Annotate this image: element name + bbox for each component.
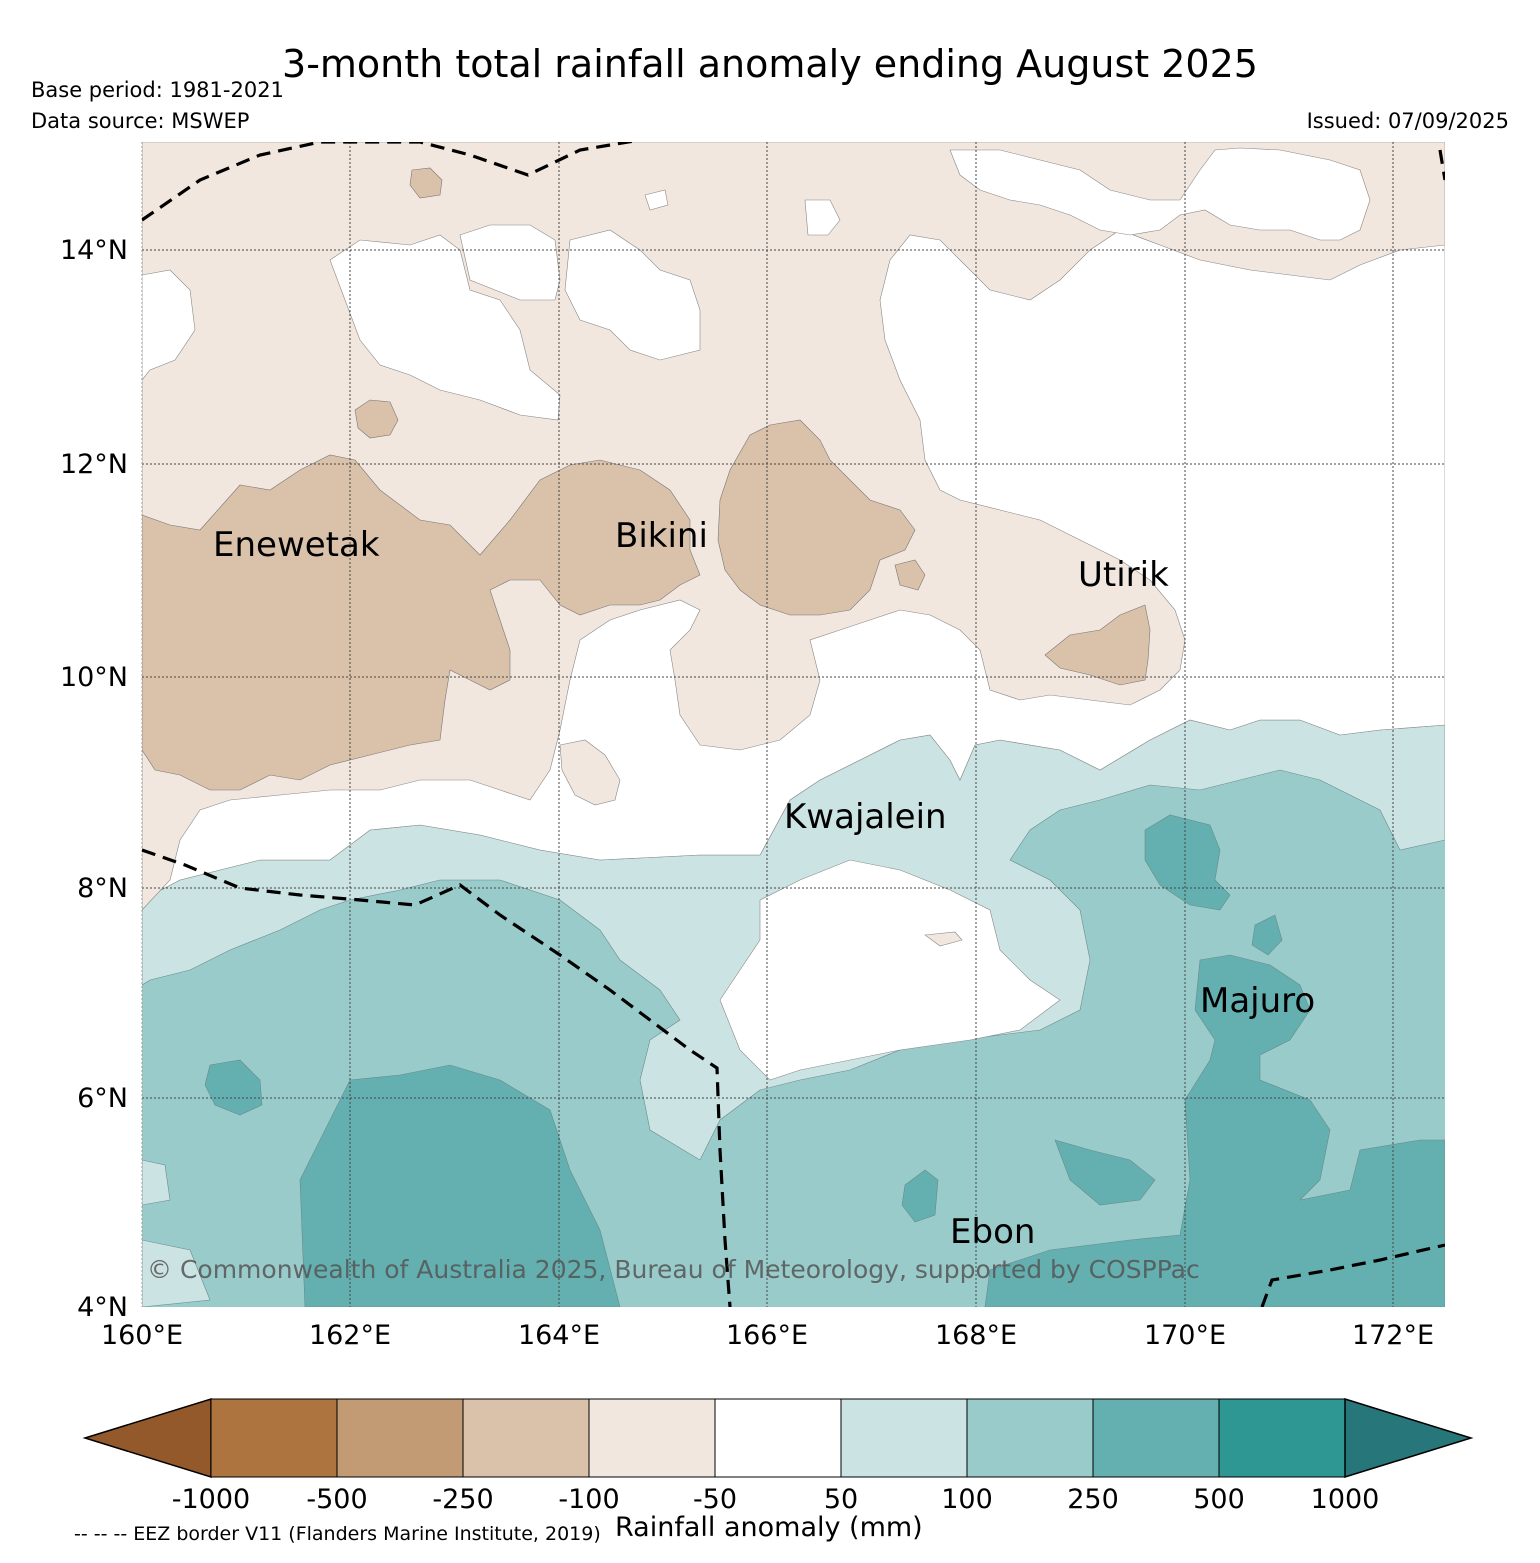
colorbar-segment	[336, 1398, 464, 1478]
colorbar-segment	[1092, 1398, 1220, 1478]
place-label-utirik: Utirik	[1078, 555, 1169, 595]
place-label-majuro: Majuro	[1200, 981, 1315, 1021]
colorbar-label: 100	[941, 1484, 993, 1515]
colorbar-extend-low	[82, 1397, 212, 1479]
colorbar-segment	[966, 1398, 1094, 1478]
issued-date: Issued: 07/09/2025	[1306, 109, 1509, 133]
colorbar-label: 1000	[1311, 1484, 1380, 1515]
colorbar-label: -250	[432, 1484, 493, 1515]
lat-label-6n: 6°N	[77, 1083, 128, 1114]
chart-title: 3-month total rainfall anomaly ending Au…	[282, 42, 1258, 86]
colorbar-label: 250	[1067, 1484, 1119, 1515]
data-source: Data source: MSWEP	[31, 109, 250, 133]
lon-label-168e: 168°E	[935, 1320, 1017, 1351]
place-label-ebon: Ebon	[950, 1212, 1035, 1252]
lat-label-4n: 4°N	[77, 1292, 128, 1323]
colorbar-label: 50	[824, 1484, 858, 1515]
lon-label-160e: 160°E	[101, 1320, 183, 1351]
colorbar	[82, 1397, 1474, 1479]
lat-label-12n: 12°N	[60, 449, 128, 480]
anomaly-field	[142, 142, 1445, 1307]
colorbar-extend-high	[1344, 1397, 1474, 1479]
colorbar-label: -500	[306, 1484, 367, 1515]
lon-label-172e: 172°E	[1352, 1320, 1434, 1351]
lon-label-164e: 164°E	[518, 1320, 600, 1351]
base-period: Base period: 1981-2021	[31, 78, 284, 102]
colorbar-segment	[210, 1398, 338, 1478]
field-cream-blob	[559, 739, 963, 947]
colorbar-segment	[840, 1398, 968, 1478]
field-white-hole	[719, 859, 1061, 1081]
colorbar-title: Rainfall anomaly (mm)	[615, 1512, 923, 1543]
colorbar-segment	[462, 1398, 590, 1478]
copyright-watermark: © Commonwealth of Australia 2025, Bureau…	[147, 1255, 1200, 1284]
lon-label-170e: 170°E	[1144, 1320, 1226, 1351]
place-label-bikini: Bikini	[615, 516, 708, 556]
field-white-pockets	[142, 147, 1371, 421]
lat-label-14n: 14°N	[60, 235, 128, 266]
field-minus250-minus100	[142, 167, 1151, 791]
lat-label-8n: 8°N	[77, 873, 128, 904]
colorbar-label: -50	[693, 1484, 737, 1515]
eez-borders	[142, 142, 1445, 1307]
lon-label-162e: 162°E	[309, 1320, 391, 1351]
field-250-500	[204, 814, 1445, 1307]
colorbar-label: 500	[1193, 1484, 1245, 1515]
place-label-kwajalein: Kwajalein	[784, 797, 947, 837]
colorbar-segment	[714, 1398, 842, 1478]
colorbar-labels: -1000 -500 -250 -100 -50 50 100 250 500 …	[172, 1484, 1380, 1515]
place-label-enewetak: Enewetak	[213, 525, 380, 565]
lon-label-166e: 166°E	[726, 1320, 808, 1351]
colorbar-label: -100	[558, 1484, 619, 1515]
colorbar-label: -1000	[172, 1484, 250, 1515]
gridlines	[141, 142, 1445, 1307]
lat-label-10n: 10°N	[60, 662, 128, 693]
eez-border-note: -- -- -- EEZ border V11 (Flanders Marine…	[74, 1523, 601, 1545]
colorbar-segment	[588, 1398, 716, 1478]
colorbar-segment	[1218, 1398, 1346, 1478]
